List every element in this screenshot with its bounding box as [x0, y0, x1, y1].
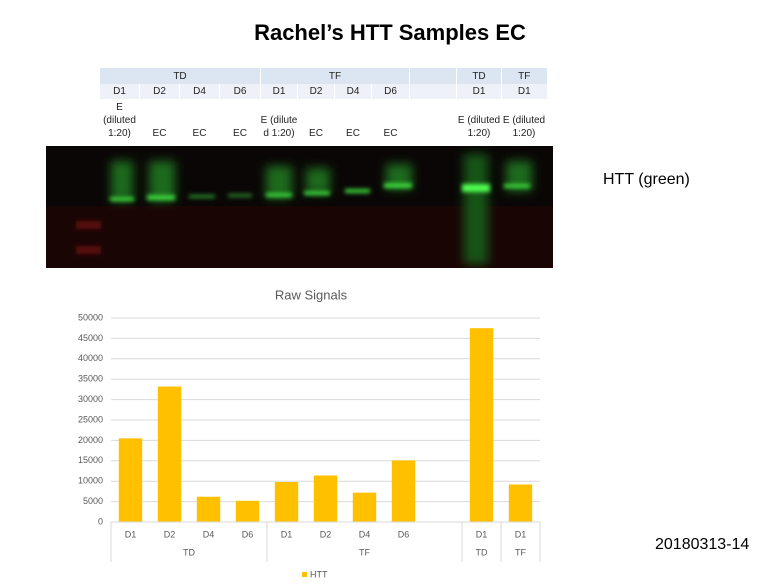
x-tick-label: D1	[476, 529, 488, 539]
legend-swatch	[302, 572, 307, 577]
sample-cell: EC	[346, 128, 360, 139]
sample-cell: E (diluted 1:20)	[103, 102, 136, 139]
x-tick-label: D1	[125, 529, 137, 539]
bar	[391, 460, 416, 522]
bar	[118, 438, 143, 522]
day-cell: D1	[99, 84, 140, 99]
y-tick-label: 10000	[78, 476, 103, 486]
legend-label: HTT	[310, 569, 328, 579]
y-tick-label: 45000	[78, 333, 103, 343]
day-cell: D2	[297, 84, 335, 99]
x-tick-label: D4	[203, 529, 215, 539]
y-tick-label: 40000	[78, 353, 103, 363]
group-label: TD	[183, 547, 195, 557]
sample-cell: EC	[309, 128, 323, 139]
day-cell: D1	[260, 84, 298, 99]
group-label: TD	[476, 547, 488, 557]
chart: Raw Signals 0 5000 10000 15000 20000 25000 300…	[78, 287, 541, 579]
x-tick-label: D6	[242, 529, 254, 539]
sample-cell: E (dilute d 1:20)	[260, 115, 298, 139]
x-tick-label: D2	[320, 529, 332, 539]
bar	[157, 386, 182, 522]
y-tick-label: 15000	[78, 455, 103, 465]
y-tick-label: 5000	[83, 496, 103, 506]
day-cell: D2	[139, 84, 180, 99]
day-cell: D1	[456, 84, 502, 99]
slide-title: Rachel’s HTT Samples EC	[254, 20, 526, 45]
group-label: TF	[359, 547, 370, 557]
x-tick-label: D1	[281, 529, 293, 539]
x-tick-label: D6	[398, 529, 410, 539]
y-tick-label: 20000	[78, 435, 103, 445]
day-cell: D6	[371, 84, 410, 99]
x-tick-label: D1	[515, 529, 527, 539]
footer: 20180313-14	[655, 536, 750, 553]
sample-cell: EC	[233, 128, 247, 139]
bar	[313, 475, 338, 522]
sample-cell	[410, 99, 457, 141]
day-cell: D4	[334, 84, 372, 99]
bar	[469, 328, 494, 522]
group-header: TD	[456, 68, 502, 84]
sample-cell: EC	[383, 128, 398, 139]
day-cell: D4	[179, 84, 220, 99]
bar	[235, 500, 260, 522]
group-header: TF	[501, 68, 547, 84]
x-tick-label: D2	[164, 529, 176, 539]
sample-cell: EC	[152, 128, 167, 139]
day-cell	[409, 84, 457, 99]
group-header: TF	[260, 68, 410, 84]
sample-cell: EC	[192, 128, 207, 139]
bar	[508, 484, 533, 522]
group-header: TD	[99, 68, 261, 84]
blot-image	[46, 146, 553, 268]
y-tick-label: 0	[98, 516, 103, 526]
chart-title: Raw Signals	[275, 287, 348, 302]
sample-cell: E (diluted 1:20)	[457, 115, 501, 139]
lane-table: TD TF TD TF D1 D2 D4 D6 D1 D2 D4 D6 D1 D1 E (diluted 1…	[99, 68, 547, 141]
group-header	[409, 68, 457, 84]
day-cell: D6	[219, 84, 261, 99]
y-tick-label: 30000	[78, 394, 103, 404]
sample-cell: E (diluted 1:20)	[502, 115, 546, 139]
bar	[352, 492, 377, 522]
y-tick-label: 35000	[78, 374, 103, 384]
y-tick-label: 25000	[78, 414, 103, 424]
bar	[274, 482, 299, 522]
bar	[196, 496, 221, 522]
blot-label: HTT (green)	[603, 171, 690, 188]
day-cell: D1	[501, 84, 547, 99]
x-tick-label: D4	[359, 529, 371, 539]
group-label: TF	[515, 547, 526, 557]
y-tick-label: 50000	[78, 312, 103, 322]
